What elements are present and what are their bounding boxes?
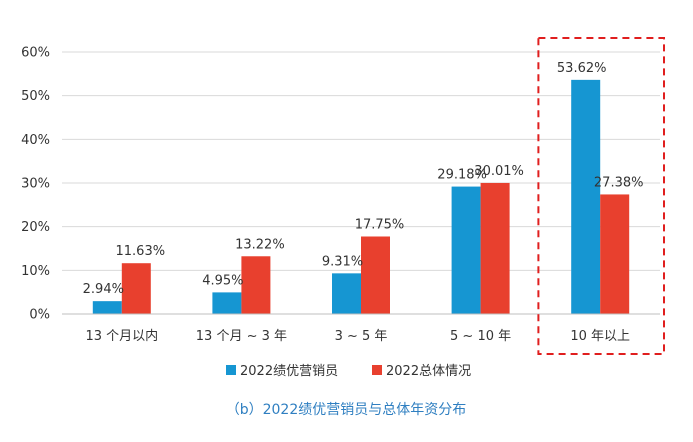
data-label-top-agents-3: 29.18% xyxy=(437,168,487,183)
y-tick-label-3: 30% xyxy=(21,177,50,192)
data-label-overall-3: 30.01% xyxy=(474,164,524,179)
y-tick-label-1: 10% xyxy=(21,264,50,279)
category-label-2: 3 ~ 5 年 xyxy=(335,329,388,344)
highlight-box xyxy=(537,37,666,355)
data-label-overall-1: 13.22% xyxy=(235,237,285,252)
category-label-3: 5 ~ 10 年 xyxy=(450,329,511,344)
bar-overall-0 xyxy=(121,263,151,314)
y-tick-label-4: 40% xyxy=(21,133,50,148)
y-tick-label-6: 60% xyxy=(21,46,50,61)
data-label-top-agents-0: 2.94% xyxy=(83,282,124,297)
data-label-top-agents-2: 9.31% xyxy=(322,254,363,269)
legend-swatch-2022-top-agents xyxy=(226,365,236,375)
data-label-top-agents-4: 53.62% xyxy=(557,61,607,76)
legend: 2022绩优营销员 2022总体情况 xyxy=(226,364,471,379)
data-label-overall-0: 11.63% xyxy=(116,244,166,259)
data-labels: 2.94% 11.63% 4.95% 13.22% 9.31% 17.75% 29.18%3… xyxy=(83,61,644,297)
data-label-top-agents-1: 4.95% xyxy=(202,273,243,288)
bar-top-agents-2 xyxy=(332,273,361,314)
chart-caption: （b）2022绩优营销员与总体年资分布 xyxy=(226,402,467,418)
category-label-4: 10 年以上 xyxy=(570,329,630,344)
y-tick-label-0: 0% xyxy=(29,308,50,323)
bar-top-agents-1 xyxy=(212,292,242,314)
y-tick-label-5: 50% xyxy=(21,89,50,104)
legend-swatch-2022-overall xyxy=(372,365,382,375)
bars xyxy=(92,79,630,314)
gridlines xyxy=(62,51,660,271)
bar-top-agents-4 xyxy=(571,79,601,314)
bar-top-agents-3 xyxy=(451,186,481,314)
bar-overall-4 xyxy=(600,194,630,314)
y-axis-ticks: 0% 10% 20% 30% 40% 50% 60% xyxy=(21,46,50,323)
bar-overall-2 xyxy=(361,236,390,314)
legend-label-2022-top-agents: 2022绩优营销员 xyxy=(240,364,338,379)
bar-overall-1 xyxy=(241,256,271,314)
category-label-1: 13 个月 ~ 3 年 xyxy=(196,329,287,344)
legend-label-2022-overall: 2022总体情况 xyxy=(386,364,471,379)
data-label-overall-2: 17.75% xyxy=(355,217,405,232)
category-label-0: 13 个月以内 xyxy=(85,328,158,344)
bar-top-agents-0 xyxy=(92,301,122,314)
y-tick-label-2: 20% xyxy=(21,220,50,235)
data-label-overall-4: 27.38% xyxy=(594,175,644,190)
bar-overall-3 xyxy=(480,182,510,314)
x-axis-categories: 13 个月以内 13 个月 ~ 3 年 3 ~ 5 年 5 ~ 10 年 10 年以上 xyxy=(85,328,630,344)
